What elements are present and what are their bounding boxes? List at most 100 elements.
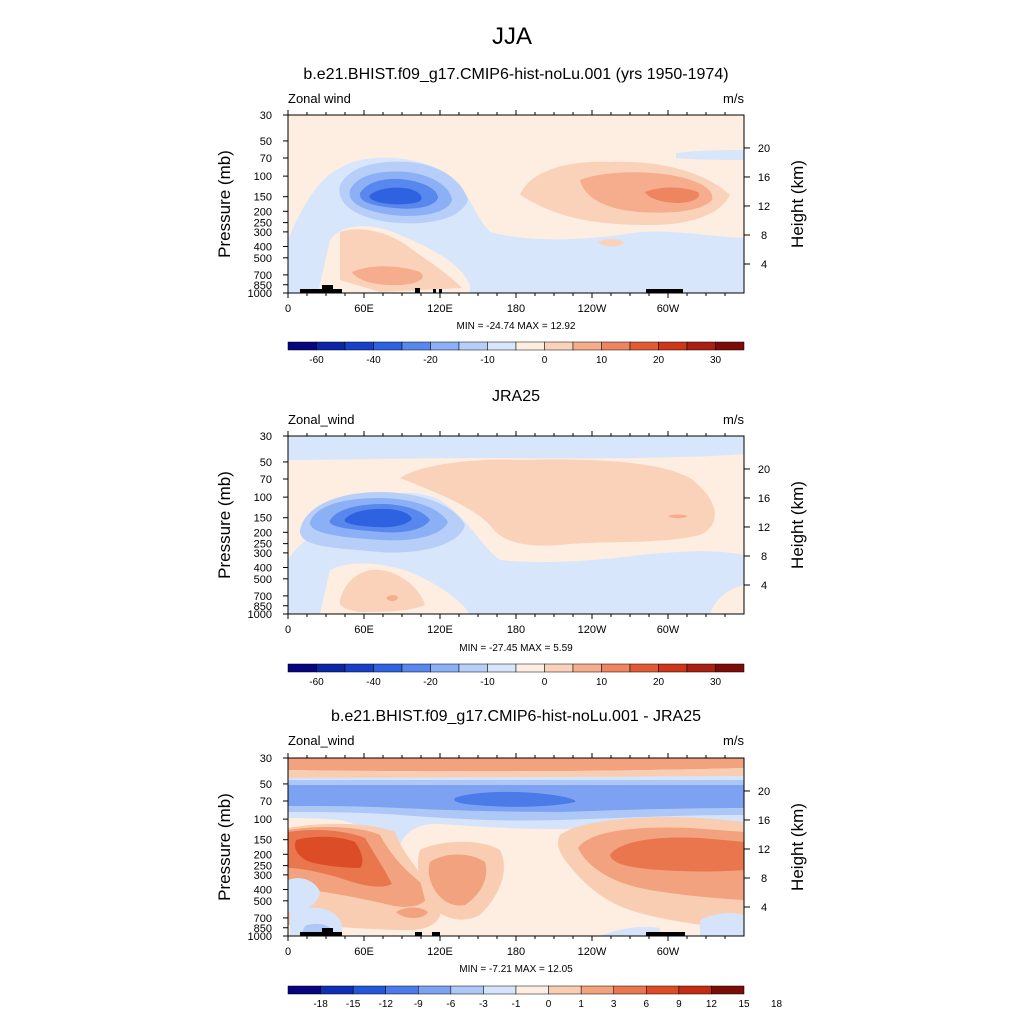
colorbar-swatch bbox=[352, 985, 386, 995]
contour-fill bbox=[386, 595, 398, 601]
y-tick-label: 300 bbox=[254, 870, 272, 882]
contour-fill bbox=[288, 768, 744, 778]
y-tick-label: 30 bbox=[260, 753, 272, 765]
colorbar-swatch bbox=[629, 663, 659, 673]
colorbar-label: -10 bbox=[480, 677, 495, 688]
colorbar-swatch bbox=[715, 663, 745, 673]
contour-field bbox=[288, 758, 744, 936]
colorbar-swatch bbox=[515, 985, 549, 995]
variable-label: Zonal wind bbox=[288, 91, 351, 106]
x-tick-label: 120E bbox=[427, 303, 453, 315]
height-axis: 4 8 12 16 20 bbox=[744, 786, 770, 914]
y2-tick-label: 12 bbox=[758, 522, 770, 534]
colorbar-label: 30 bbox=[710, 355, 722, 366]
colorbar-label: -18 bbox=[313, 999, 328, 1010]
colorbar-swatch bbox=[344, 663, 374, 673]
figure-title: JJA bbox=[492, 23, 532, 50]
colorbar-label: -40 bbox=[366, 355, 381, 366]
y-tick-label: 850 bbox=[254, 280, 272, 292]
colorbar-label: -3 bbox=[479, 999, 488, 1010]
colorbar-label: 6 bbox=[644, 999, 650, 1010]
colorbar-swatch bbox=[483, 985, 517, 995]
colorbar-label: 0 bbox=[542, 677, 548, 688]
height-axis: 4 8 12 16 20 bbox=[744, 464, 770, 592]
colorbar-swatch bbox=[401, 341, 431, 351]
x-tick-label: 60E bbox=[354, 624, 374, 636]
panel-title: JRA25 bbox=[492, 388, 540, 405]
colorbar-swatch bbox=[572, 341, 602, 351]
colorbar-swatch bbox=[613, 985, 647, 995]
y-tick-label: 300 bbox=[254, 227, 272, 239]
y-tick-label: 30 bbox=[260, 431, 272, 443]
contour-field bbox=[288, 436, 744, 614]
colorbar-swatch bbox=[646, 985, 680, 995]
y2-tick-label: 16 bbox=[758, 815, 770, 827]
colorbar-swatch bbox=[658, 341, 688, 351]
colorbar-label: -20 bbox=[423, 355, 438, 366]
colorbar-label: 10 bbox=[596, 677, 608, 688]
y-tick-label: 700 bbox=[254, 913, 272, 925]
colorbar-swatch bbox=[658, 663, 688, 673]
y-tick-label: 250 bbox=[254, 539, 272, 551]
colorbar-swatch bbox=[629, 341, 659, 351]
colorbar-swatch bbox=[385, 985, 419, 995]
colorbar-swatch bbox=[572, 663, 602, 673]
y-tick-label: 70 bbox=[260, 474, 272, 486]
y2-tick-label: 20 bbox=[758, 143, 770, 155]
x-tick-label: 120W bbox=[578, 303, 607, 315]
variable-label: Zonal_wind bbox=[288, 412, 355, 427]
y-tick-label: 50 bbox=[260, 457, 272, 469]
colorbar-label: 0 bbox=[546, 999, 552, 1010]
y2-tick-label: 16 bbox=[758, 493, 770, 505]
colorbar-label: -15 bbox=[346, 999, 361, 1010]
x-tick-label: 120W bbox=[578, 946, 607, 958]
contour-fill bbox=[288, 878, 320, 912]
y-tick-label: 70 bbox=[260, 796, 272, 808]
colorbar-swatch bbox=[487, 663, 517, 673]
contour-fill bbox=[288, 758, 744, 772]
topography bbox=[300, 285, 683, 293]
colorbar-swatch bbox=[580, 985, 614, 995]
colorbar: -60 -40 -20 -10 0 10 20 30 bbox=[287, 663, 745, 688]
colorbar-label: 10 bbox=[596, 355, 608, 366]
y-tick-label: 400 bbox=[254, 884, 272, 896]
y-tick-label: 850 bbox=[254, 923, 272, 935]
y-tick-label: 100 bbox=[254, 492, 272, 504]
y-tick-label: 700 bbox=[254, 270, 272, 282]
y2-tick-label: 20 bbox=[758, 786, 770, 798]
colorbar-label: -40 bbox=[366, 677, 381, 688]
colorbar-label: 0 bbox=[542, 355, 548, 366]
contour-fill bbox=[610, 837, 744, 872]
y-tick-label: 50 bbox=[260, 779, 272, 791]
y-tick-label: 500 bbox=[254, 896, 272, 908]
y2-axis-title: Height (km) bbox=[788, 481, 807, 569]
x-tick-label: 60E bbox=[354, 946, 374, 958]
y-tick-label: 200 bbox=[254, 206, 272, 218]
y-tick-label: 70 bbox=[260, 153, 272, 165]
x-axis: 0 60E 120E 180 120W 60W bbox=[285, 110, 726, 315]
y-axis-title: Pressure (mb) bbox=[215, 793, 234, 901]
colorbar-swatch bbox=[544, 341, 574, 351]
y-tick-label: 150 bbox=[254, 513, 272, 525]
contour-fill bbox=[294, 836, 363, 868]
x-tick-label: 60W bbox=[657, 624, 680, 636]
colorbar-label: -9 bbox=[414, 999, 423, 1010]
y-tick-label: 400 bbox=[254, 241, 272, 253]
y2-axis-title: Height (km) bbox=[788, 803, 807, 891]
x-tick-label: 120E bbox=[427, 946, 453, 958]
y2-tick-label: 8 bbox=[761, 873, 767, 885]
contour-fill bbox=[339, 569, 425, 612]
contour-fill bbox=[396, 907, 428, 918]
colorbar: -18 -15 -12 -9 -6 -3 -1 0 1 3 6 9 12 15 18 bbox=[287, 985, 783, 1010]
stats-label: MIN = -7.21 MAX = 12.05 bbox=[459, 964, 573, 975]
colorbar-label: 30 bbox=[710, 677, 722, 688]
y-tick-label: 1000 bbox=[248, 931, 272, 943]
y-tick-label: 250 bbox=[254, 861, 272, 873]
colorbar-label: 9 bbox=[676, 999, 682, 1010]
colorbar-swatch bbox=[544, 663, 574, 673]
y-tick-label: 500 bbox=[254, 253, 272, 265]
colorbar-swatch bbox=[548, 985, 582, 995]
